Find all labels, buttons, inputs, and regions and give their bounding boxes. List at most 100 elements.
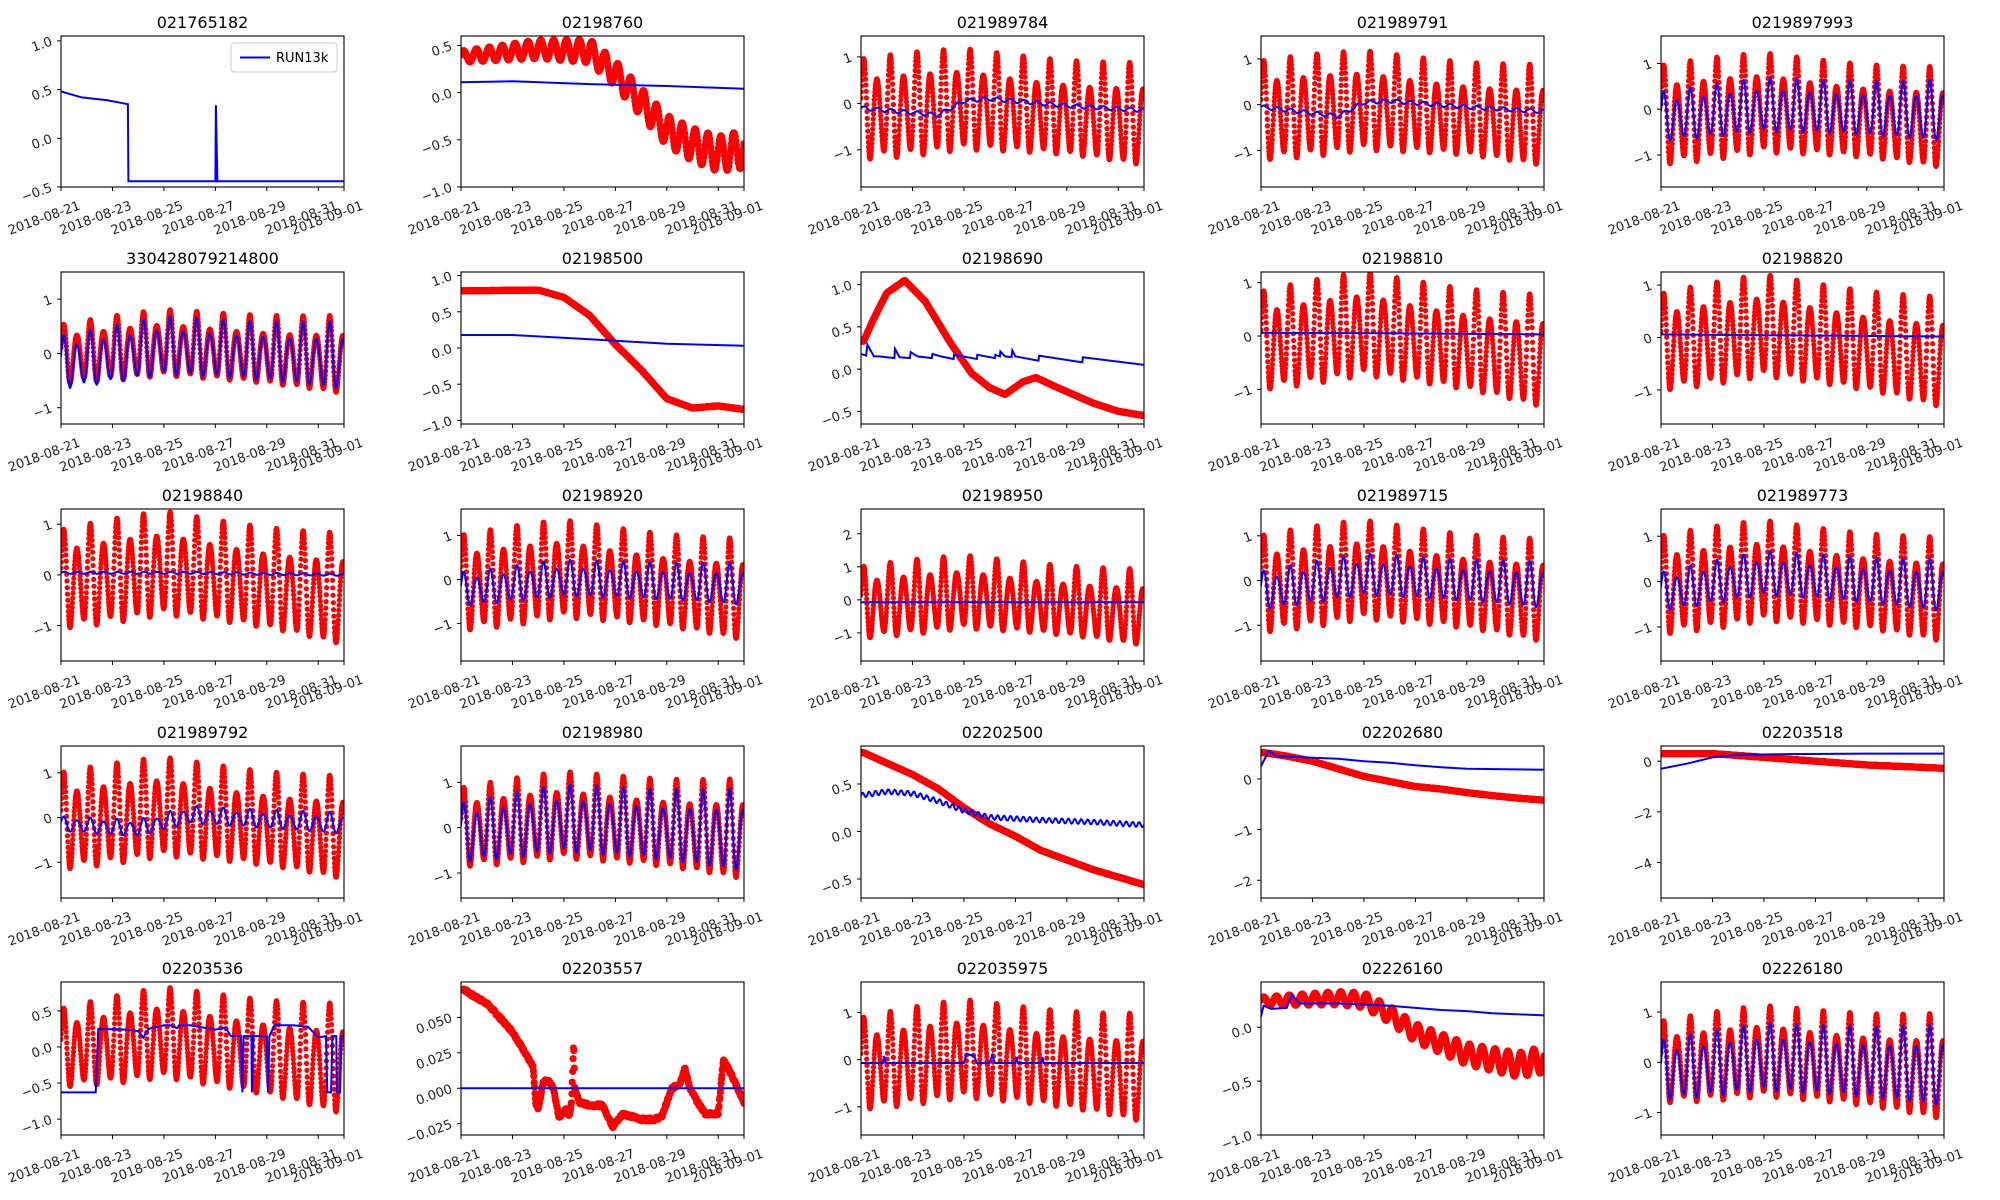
observed-point [957, 105, 964, 111]
observed-point [892, 134, 898, 140]
observed-point [1043, 121, 1049, 127]
observed-point [903, 95, 909, 101]
observed-point [1795, 60, 1801, 66]
observed-point [1375, 131, 1381, 137]
observed-point [1377, 104, 1383, 110]
observed-point [882, 136, 889, 142]
observed-point [1278, 118, 1284, 124]
observed-point [869, 131, 876, 137]
observed-point [1376, 127, 1382, 133]
observed-point [976, 126, 982, 132]
observed-series [461, 286, 744, 414]
observed-point [1124, 97, 1130, 103]
observed-point [1464, 112, 1470, 118]
observed-point [1098, 80, 1104, 86]
observed-point [1402, 135, 1408, 141]
observed-point [1364, 104, 1370, 110]
observed-point [1715, 60, 1721, 66]
observed-point [1438, 120, 1444, 126]
y-tick-label: −1 [31, 401, 54, 422]
observed-point [1018, 73, 1024, 80]
observed-point [1097, 98, 1103, 104]
observed-point [1311, 93, 1317, 99]
observed-point [1324, 104, 1330, 110]
observed-point [1285, 85, 1291, 91]
observed-point [879, 129, 885, 135]
observed-point [1038, 123, 1044, 129]
observed-point [998, 120, 1004, 126]
observed-point [1397, 115, 1404, 121]
observed-point [1288, 62, 1295, 68]
observed-point [1449, 80, 1455, 86]
observed-point [1742, 73, 1748, 79]
observed-point [1123, 129, 1129, 136]
observed-point [997, 114, 1004, 120]
model-line-RUN13k [1261, 98, 1544, 119]
observed-point [937, 100, 943, 106]
observed-point [1536, 127, 1542, 133]
observed-point [1338, 76, 1344, 82]
observed-point [1417, 111, 1423, 117]
observed-point [915, 59, 921, 65]
observed-point [1482, 129, 1488, 135]
observed-point [1270, 122, 1276, 128]
observed-point [1422, 81, 1429, 87]
observed-point [1404, 105, 1410, 111]
y-tick-label: 1 [1241, 53, 1254, 70]
observed-point [903, 91, 909, 97]
observed-point [1358, 123, 1365, 129]
observed-point [1901, 75, 1908, 81]
observed-point [1369, 61, 1375, 67]
observed-point [1298, 94, 1304, 100]
observed-point [1262, 73, 1268, 79]
observed-point [910, 123, 916, 129]
observed-point [975, 134, 981, 140]
observed-point [1371, 117, 1377, 123]
observed-point [863, 82, 869, 88]
observed-point [1137, 117, 1143, 123]
observed-point [1508, 142, 1514, 149]
observed-point [1491, 128, 1497, 134]
observed-point [1709, 141, 1715, 147]
observed-point [963, 120, 969, 126]
observed-point [948, 137, 955, 143]
observed-point [1395, 66, 1401, 72]
observed-point [1064, 123, 1071, 129]
observed-point [1537, 118, 1543, 124]
observed-point [1016, 126, 1022, 132]
observed-point [1270, 112, 1277, 118]
observed-point [1271, 98, 1277, 104]
observed-point [1118, 136, 1124, 142]
observed-point [996, 69, 1002, 75]
observed-point [885, 90, 891, 96]
observed-point [1090, 107, 1096, 113]
observed-point [1455, 136, 1461, 142]
observed-point [1118, 140, 1124, 146]
observed-point [1045, 80, 1051, 86]
observed-point [1403, 122, 1409, 129]
observed-point [1904, 140, 1911, 146]
observed-point [1742, 67, 1748, 73]
observed-point [1669, 141, 1675, 147]
observed-point [1029, 126, 1035, 132]
observed-point [1425, 130, 1431, 136]
observed-point [1483, 124, 1489, 131]
observed-point [1049, 84, 1055, 90]
observed-point [1077, 108, 1083, 114]
observed-point [1530, 118, 1536, 124]
y-tick-label: −1.0 [420, 181, 455, 206]
observed-point [1056, 118, 1062, 124]
observed-point [870, 121, 876, 127]
observed-point [1083, 119, 1089, 125]
observed-point [1290, 89, 1296, 95]
observed-point [918, 115, 924, 121]
observed-point [1396, 76, 1402, 83]
observed-point [1503, 94, 1509, 100]
observed-point [1722, 137, 1728, 143]
observed-point [1055, 135, 1061, 141]
observed-point [1283, 128, 1289, 134]
observed-point [1528, 80, 1535, 86]
y-tick-label: 0 [841, 97, 854, 114]
observed-point [1077, 115, 1083, 121]
observed-point [1475, 79, 1481, 85]
